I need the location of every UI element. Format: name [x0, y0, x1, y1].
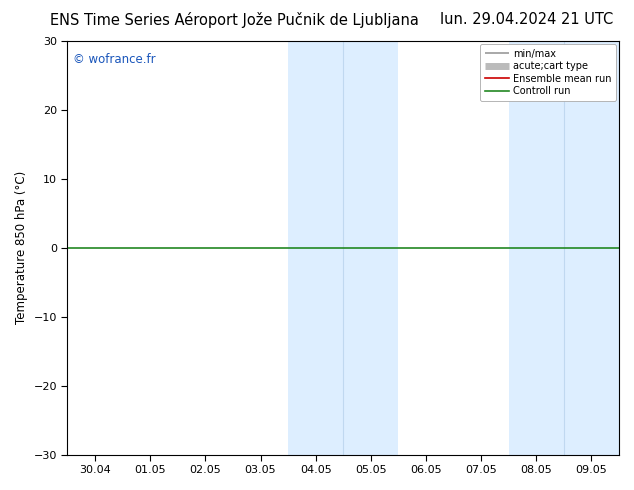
Text: ENS Time Series Aéroport Jože Pučnik de Ljubljana: ENS Time Series Aéroport Jože Pučnik de … — [50, 12, 419, 28]
Text: © wofrance.fr: © wofrance.fr — [73, 53, 155, 67]
Bar — [288, 41, 398, 455]
Text: lun. 29.04.2024 21 UTC: lun. 29.04.2024 21 UTC — [439, 12, 613, 27]
Bar — [508, 41, 619, 455]
Y-axis label: Temperature 850 hPa (°C): Temperature 850 hPa (°C) — [15, 171, 28, 324]
Legend: min/max, acute;cart type, Ensemble mean run, Controll run: min/max, acute;cart type, Ensemble mean … — [480, 44, 616, 101]
